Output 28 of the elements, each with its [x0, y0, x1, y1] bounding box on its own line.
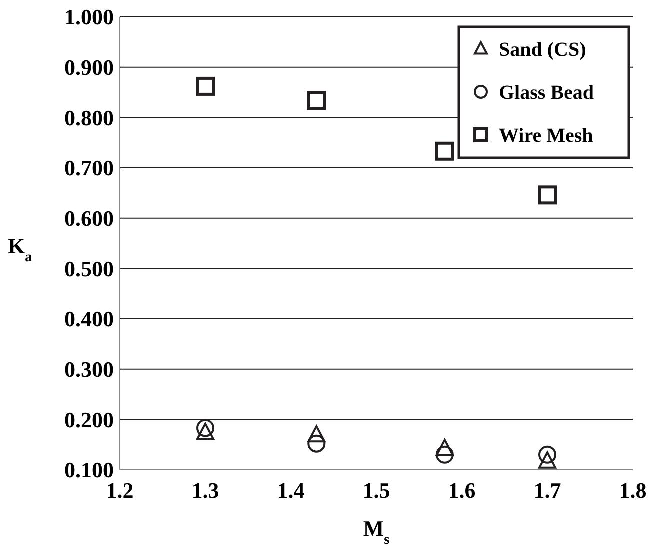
- point: [307, 91, 326, 110]
- point: [196, 422, 214, 440]
- x-tick-label: 1.6: [448, 478, 476, 503]
- y-tick-label: 0.700: [64, 156, 114, 181]
- x-tick-label: 1.5: [362, 478, 390, 503]
- y-tick-label: 0.500: [64, 256, 114, 282]
- y-tick-label: 0.300: [64, 357, 114, 382]
- x-tick-label: 1.8: [619, 478, 647, 503]
- legend-label: Glass Bead: [499, 82, 594, 104]
- x-tick-label: 1.3: [192, 478, 220, 503]
- x-axis-title: M$_{s}$: [363, 516, 390, 546]
- legend-label: Sand (CS): [499, 39, 586, 61]
- y-tick-label: 0.400: [64, 306, 114, 332]
- point: [538, 452, 556, 469]
- x-tick-label: 1.4: [277, 478, 305, 503]
- y-tick-label: 1.000: [64, 4, 114, 30]
- y-tick-label: 0.900: [64, 55, 114, 80]
- point: [196, 76, 215, 96]
- y-tick-label: 0.600: [64, 206, 114, 232]
- x-tick-label: 1.7: [534, 478, 562, 503]
- y-tick-label: 0.200: [64, 407, 114, 432]
- point: [435, 142, 454, 161]
- legend-label: Wire Mesh: [499, 125, 594, 147]
- y-axis-title: K$_{a}$: [8, 234, 32, 266]
- point: [308, 425, 326, 443]
- point: [436, 439, 454, 456]
- point: [538, 186, 557, 205]
- y-tick-label: 0.800: [64, 105, 114, 130]
